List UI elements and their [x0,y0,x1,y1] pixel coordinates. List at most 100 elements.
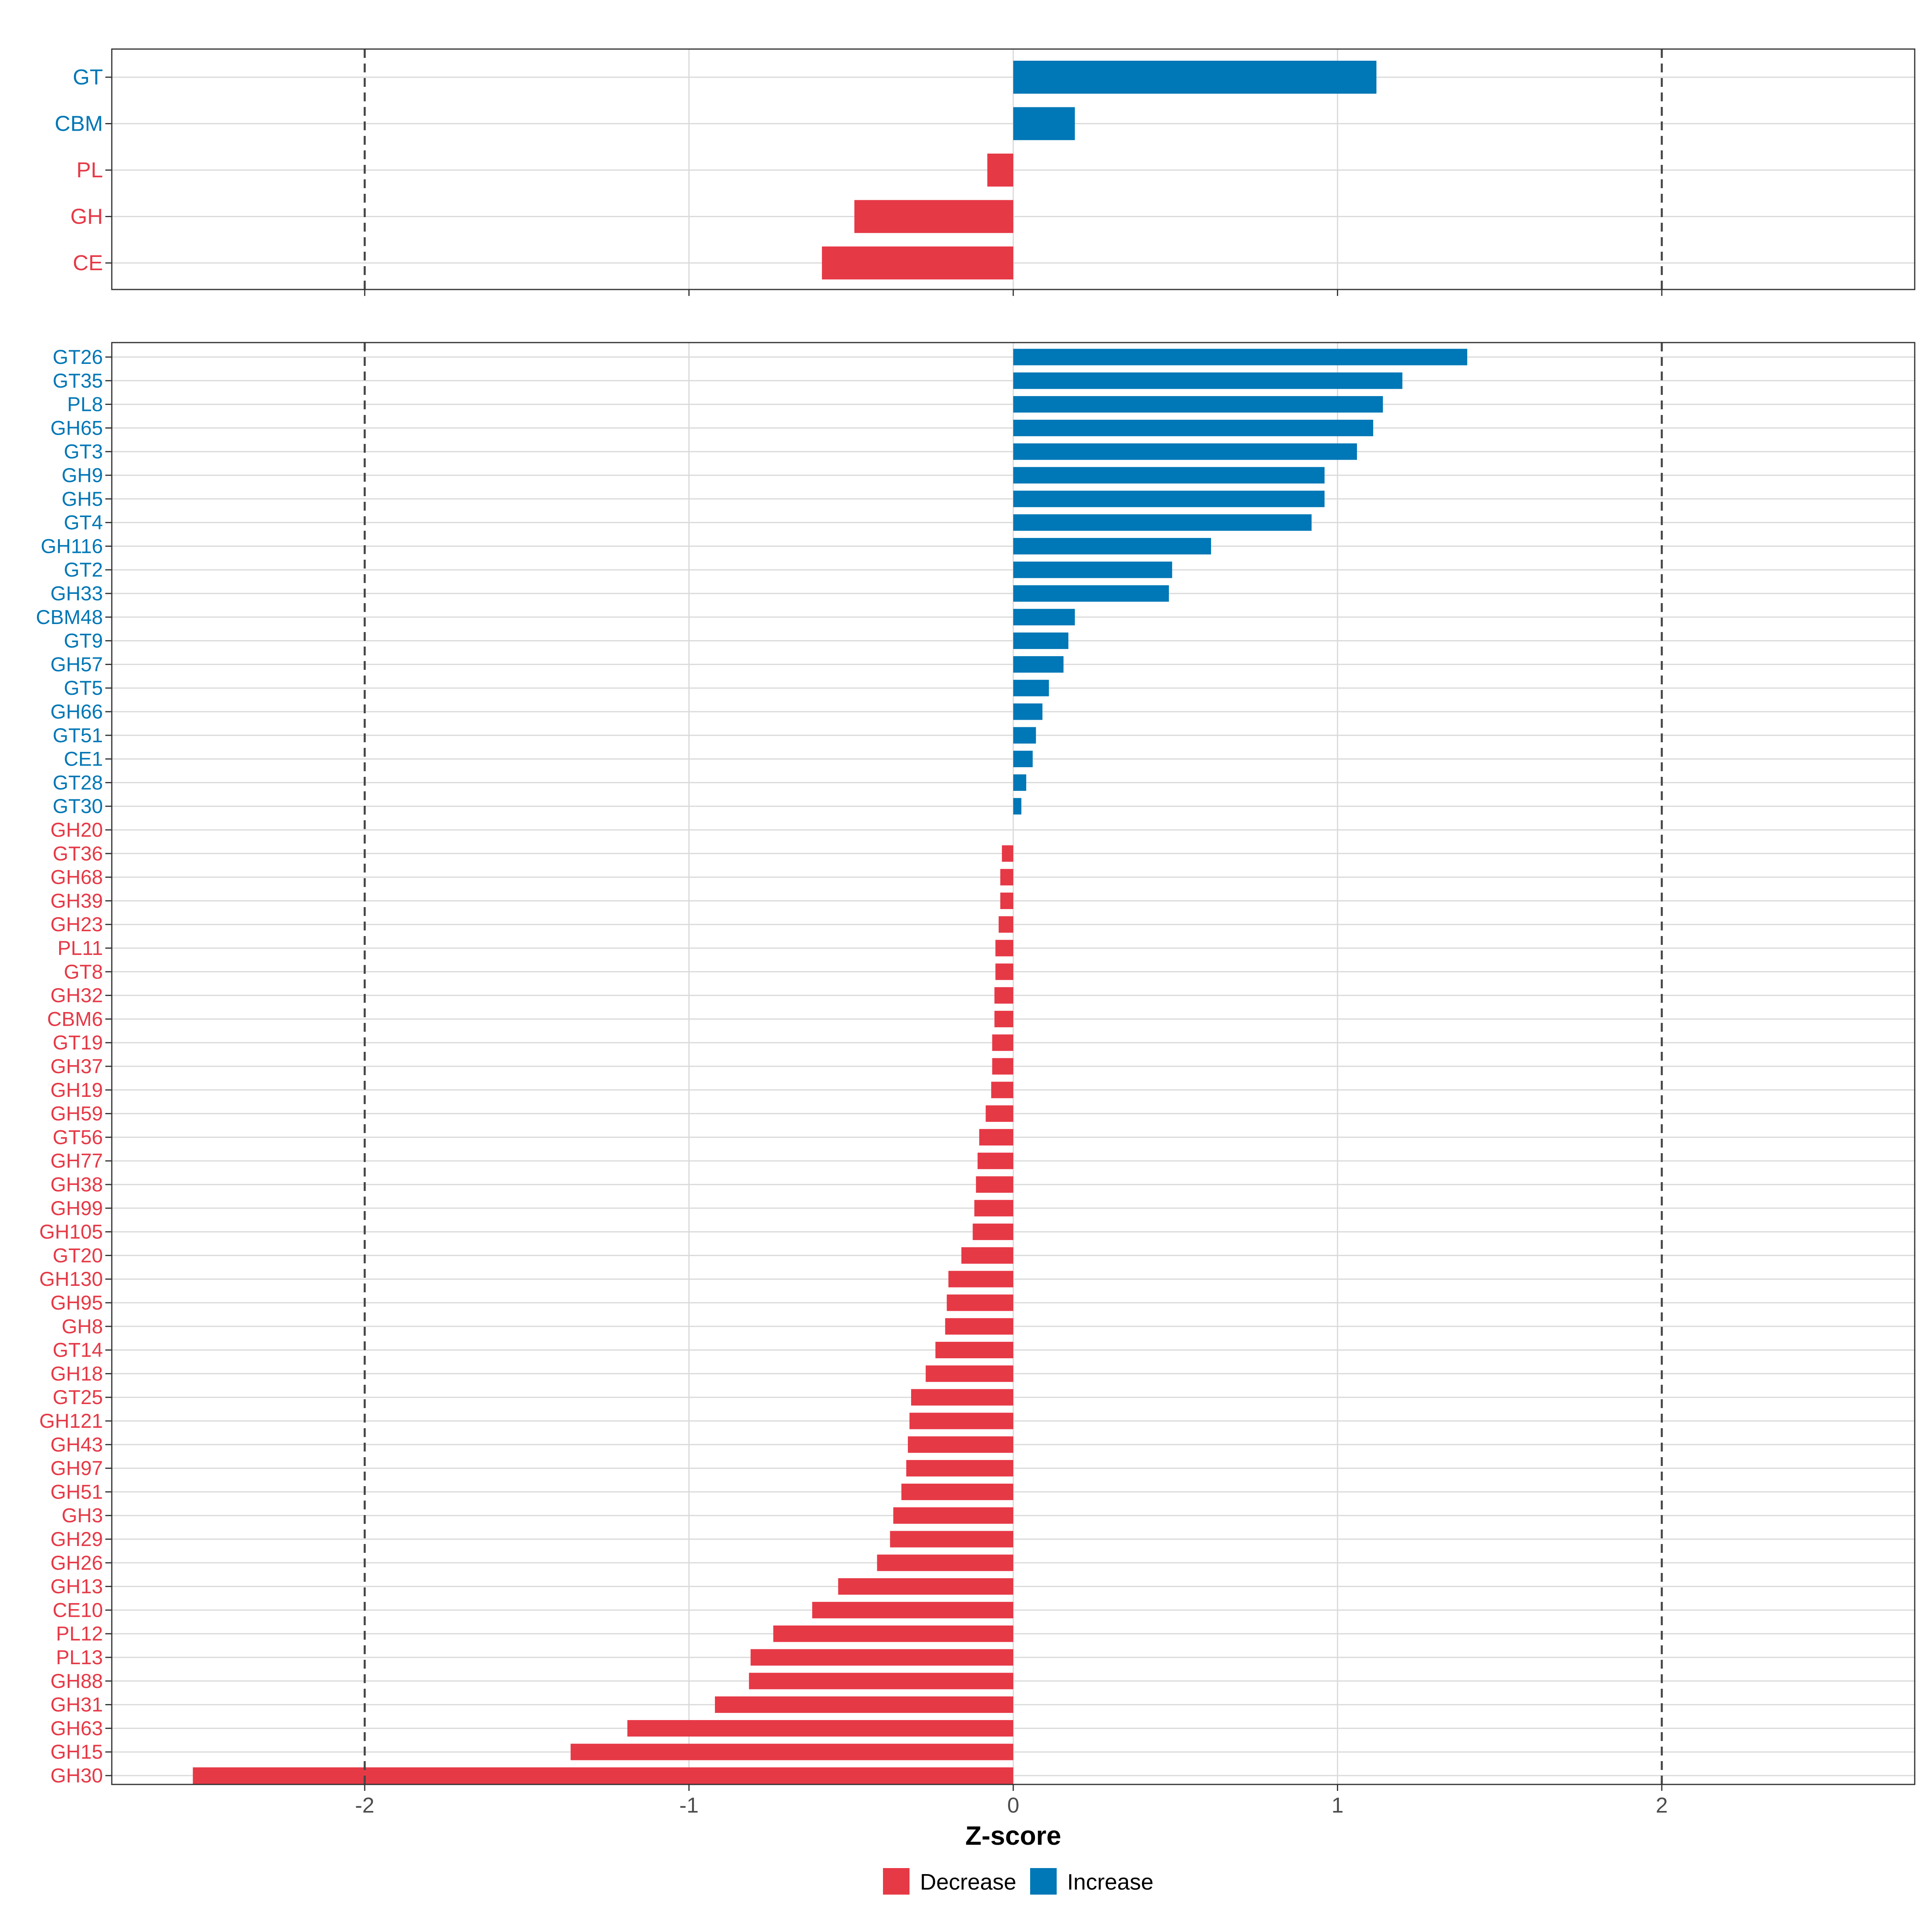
bottom-panel-bar-GH95 [947,1294,1013,1311]
bottom-panel-ytick-label: GH65 [50,417,103,439]
legend-key-decrease [883,1868,910,1895]
bottom-panel-ytick-label: GT5 [64,677,103,699]
bottom-panel-ytick-label: GH39 [50,889,103,912]
bottom-panel-bar-GH130 [948,1271,1013,1287]
bottom-panel-ytick-label: GT20 [53,1244,103,1267]
top-panel-ytick-label: CE [73,251,103,275]
bottom-panel-bar-GH26 [877,1554,1013,1571]
bottom-panel-bar-GH116 [1013,538,1211,554]
bottom-panel-ytick-label: GH18 [50,1362,103,1385]
bottom-panel-ytick-label: GH8 [62,1315,103,1338]
bottom-panel-bar-GH99 [974,1200,1013,1217]
bottom-panel-ytick-label: GH59 [50,1103,103,1125]
bottom-panel-ytick-label: PL13 [56,1646,103,1669]
bottom-panel-ytick-label: GT9 [64,630,103,652]
bottom-panel-ytick-label: GT56 [53,1126,103,1148]
bottom-panel-bar-GH18 [926,1365,1013,1382]
bottom-panel-bar-GH19 [991,1082,1013,1098]
bottom-panel-bar-PL8 [1013,396,1383,413]
bottom-panel-ytick-label: GT14 [53,1339,103,1361]
bottom-panel-ytick-label: GT26 [53,346,103,368]
bottom-panel-bar-GH5 [1013,491,1325,507]
bottom-panel-bar-GH77 [977,1152,1013,1169]
legend-key-increase [1030,1868,1057,1895]
bottom-panel-bar-GT28 [1013,774,1027,791]
bottom-panel-bar-CBM48 [1013,609,1075,626]
bottom-panel-ytick-label: GT3 [64,440,103,463]
bottom-panel-bar-GH51 [901,1483,1013,1500]
bottom-panel-ytick-label: CE10 [53,1599,103,1621]
bottom-panel-ytick-label: GT51 [53,724,103,747]
bottom-panel-bar-GT30 [1013,798,1022,815]
bottom-panel-ytick-label: GH63 [50,1717,103,1739]
bottom-panel-ytick-label: GT2 [64,558,103,581]
bottom-panel-ytick-label: GH66 [50,700,103,723]
bottom-panel-ytick-label: GH37 [50,1055,103,1078]
bottom-panel-ytick-label: GH32 [50,984,103,1007]
x-tick-label: -1 [680,1793,699,1817]
bottom-panel-ytick-label: GH26 [50,1552,103,1574]
bottom-panel-bar-GT3 [1013,443,1357,460]
bottom-panel-ytick-label: CE1 [64,748,103,770]
bottom-panel-bar-GH105 [973,1224,1013,1240]
bottom-panel-ytick-label: PL8 [67,393,103,416]
bottom-panel-ytick-label: GH31 [50,1694,103,1716]
bottom-panel-ytick-label: GH23 [50,913,103,936]
bottom-panel-bar-GH63 [627,1720,1013,1737]
bottom-panel-ytick-label: GH43 [50,1433,103,1456]
bottom-panel-bar-GH15 [571,1743,1013,1760]
legend-label-increase: Increase [1067,1869,1154,1895]
bottom-panel-bar-CE1 [1013,751,1033,768]
bottom-panel-bar-GH66 [1013,703,1043,720]
bottom-panel-ytick-label: PL12 [56,1622,103,1645]
bottom-panel-ytick-label: CBM48 [36,606,103,628]
bottom-panel-bar-GT20 [961,1247,1013,1264]
bottom-panel-ytick-label: GT30 [53,795,103,817]
bottom-panel-ytick-label: GT4 [64,511,103,534]
bottom-panel-bar-PL13 [750,1649,1013,1666]
bottom-panel-bar-GT5 [1013,680,1049,696]
bottom-panel-ytick-label: GT35 [53,370,103,392]
legend-label-decrease: Decrease [920,1869,1016,1895]
bottom-panel-bar-GH31 [715,1696,1013,1713]
top-panel-bar-GH [854,200,1013,233]
top-panel-ytick-label: GH [70,205,103,229]
bottom-panel-bar-GH32 [994,987,1013,1004]
bottom-panel-ytick-label: GH19 [50,1079,103,1101]
bottom-panel-ytick-label: GH130 [39,1268,103,1290]
bottom-panel-ytick-label: GH97 [50,1457,103,1480]
top-panel-bar-CE [822,246,1013,279]
bottom-panel-bar-GH43 [908,1436,1013,1453]
bottom-panel-ytick-label: GH3 [62,1504,103,1527]
top-panel-ytick-label: CBM [55,112,103,136]
bottom-panel-bar-CE10 [812,1601,1013,1618]
bottom-panel-bar-GT19 [992,1034,1013,1051]
bottom-panel-bar-PL12 [773,1625,1013,1642]
bottom-panel-bar-GH39 [1000,892,1013,909]
top-panel-bar-GT [1013,61,1377,94]
bottom-panel-ytick-label: GH88 [50,1670,103,1692]
bottom-panel-bar-GT14 [935,1342,1013,1359]
bottom-panel-ytick-label: GH57 [50,653,103,675]
top-panel-ytick-label: GT [73,65,103,89]
bottom-panel-bar-GT25 [911,1389,1013,1406]
bottom-panel-bar-CBM6 [994,1010,1013,1027]
x-tick-label: 1 [1331,1793,1343,1817]
bottom-panel-bar-GH88 [749,1673,1013,1690]
top-panel-bar-CBM [1013,107,1075,140]
bottom-panel-ytick-label: GH116 [41,535,103,557]
bottom-panel-ytick-label: PL11 [57,937,103,959]
bottom-panel-ytick-label: GH95 [50,1291,103,1314]
bottom-panel-bar-GT35 [1013,372,1402,389]
bottom-panel-ytick-label: GH99 [50,1197,103,1220]
bottom-panel-ytick-label: GH20 [50,819,103,841]
bottom-panel-ytick-label: GH29 [50,1528,103,1550]
bottom-panel-bar-GT51 [1013,727,1036,744]
bottom-panel-ytick-label: GH68 [50,866,103,889]
bottom-panel-bar-GH33 [1013,585,1169,602]
bottom-panel-ytick-label: GH30 [50,1764,103,1787]
bottom-panel-ytick-label: GH77 [50,1150,103,1172]
bottom-panel-bar-GT8 [995,963,1013,980]
